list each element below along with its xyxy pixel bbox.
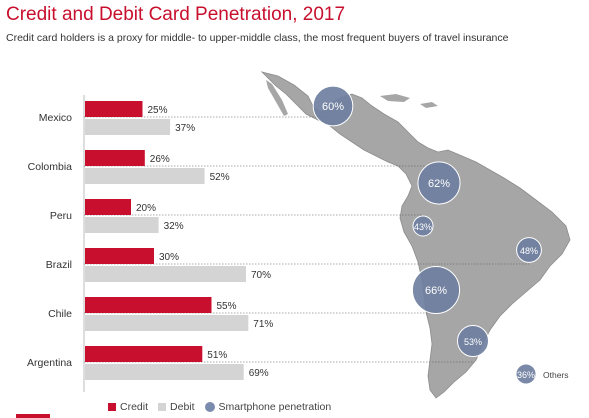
bar-debit-colombia [85,168,205,184]
legend-item-debit: Debit [158,401,195,413]
caribbean-islands [380,94,438,108]
category-label-chile: Chile [48,308,72,320]
bubble-label-brazil: 48% [520,246,538,256]
legend-label-credit: Credit [120,401,149,413]
data-label-credit-mexico: 25% [148,105,168,116]
bar-credit-colombia [85,150,145,166]
bar-debit-chile [85,315,249,331]
data-label-credit-argentina: 51% [207,350,227,361]
bubble-label-others: 36% [517,370,535,380]
data-label-debit-colombia: 52% [210,172,230,183]
bubble-label-colombia: 62% [428,178,450,190]
data-label-credit-colombia: 26% [150,154,170,165]
data-label-debit-mexico: 37% [175,123,195,134]
legend-label-smartphone: Smartphone penetration [218,401,332,413]
category-label-peru: Peru [50,210,72,222]
bar-debit-peru [85,217,159,233]
chart-legend: Credit Debit Smartphone penetration [108,400,341,414]
chart-subtitle: Credit card holders is a proxy for middl… [6,32,509,44]
category-label-brazil: Brazil [46,259,72,271]
bar-credit-chile [85,297,212,313]
legend-label-debit: Debit [170,401,195,413]
legend-item-smartphone: Smartphone penetration [204,401,332,413]
legend-swatch-smartphone [204,402,215,412]
bubble-others [515,363,537,385]
others-label: Others [543,370,569,380]
bubble-label-mexico: 60% [322,101,344,113]
bar-credit-brazil [85,248,154,264]
data-label-debit-argentina: 69% [249,368,269,379]
chart-title: Credit and Debit Card Penetration, 2017 [6,4,346,25]
legend-swatch-debit [158,403,167,411]
data-label-debit-chile: 71% [253,319,273,330]
bar-credit-argentina [85,346,203,362]
bar-debit-brazil [85,266,246,282]
bubble-brazil [516,237,542,263]
data-label-credit-brazil: 30% [159,252,179,263]
bubble-mexico [312,85,354,127]
latin-america-map [260,71,571,399]
category-label-colombia: Colombia [28,161,73,173]
data-label-credit-chile: 55% [217,301,237,312]
bubble-chile [411,265,461,315]
bubble-label-argentina: 53% [464,337,482,347]
data-label-debit-peru: 32% [164,221,184,232]
bubble-colombia [417,161,461,205]
data-label-debit-brazil: 70% [251,270,271,281]
bubble-label-chile: 66% [425,285,447,297]
legend-item-credit: Credit [108,401,148,413]
category-label-argentina: Argentina [27,357,72,369]
bar-credit-peru [85,199,131,215]
bar-credit-mexico [85,101,143,117]
data-label-credit-peru: 20% [136,203,156,214]
bar-debit-mexico [85,119,171,135]
baja-peninsula [266,80,288,116]
brand-accent-bar [16,414,50,418]
bubble-peru [412,215,434,237]
bubble-label-peru: 43% [414,222,432,232]
bubble-argentina [457,325,489,357]
bar-debit-argentina [85,364,244,380]
category-label-mexico: Mexico [39,112,72,124]
legend-swatch-credit [108,403,116,411]
